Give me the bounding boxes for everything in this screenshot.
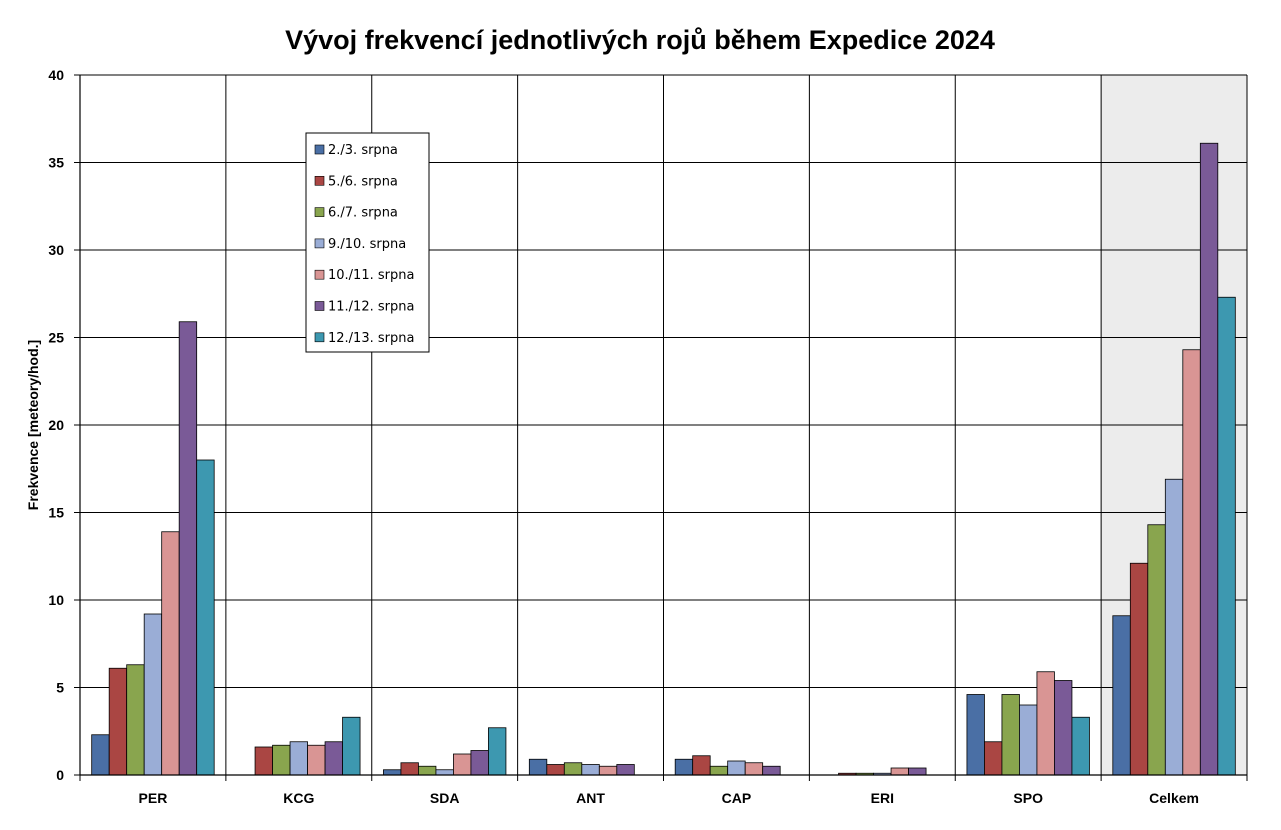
bar-spo-series-4 <box>1019 704 1038 776</box>
gridlines <box>80 74 1248 775</box>
y-axis-label: Frekvence [meteory/hod.] <box>25 340 41 510</box>
legend-swatch <box>314 238 325 249</box>
legend-label: 9./10. srpna <box>328 237 406 252</box>
x-tick-labels: PER KCG SDA ANT CAP ERI SPO Celkem <box>139 790 1199 806</box>
bar-kcg-series-5 <box>307 744 326 776</box>
bar-cap-series-2 <box>692 755 711 776</box>
bar-cap-series-4 <box>727 760 746 776</box>
legend-swatch <box>314 332 325 343</box>
y-tick-label: 15 <box>48 505 64 521</box>
bar-celkem-series-7 <box>1217 296 1236 776</box>
legend-label: 6./7. srpna <box>328 206 398 221</box>
bar-celkem-series-3 <box>1147 524 1166 776</box>
bar-per-series-3 <box>126 664 145 776</box>
chart-title: Vývoj frekvencí jednotlivých rojů během … <box>285 25 995 55</box>
bar-celkem-series-5 <box>1182 349 1201 776</box>
bar-kcg-series-4 <box>289 741 308 776</box>
legend-swatch <box>314 301 325 311</box>
bar-cap-series-5 <box>744 762 764 776</box>
y-tick-label: 40 <box>48 67 64 83</box>
bar-kcg-series-6 <box>324 741 343 776</box>
bar-spo-series-2 <box>984 741 1003 776</box>
bar-cap-series-3 <box>709 765 729 776</box>
bar-eri-series-5 <box>890 767 909 776</box>
bar-ant-series-4 <box>581 764 600 776</box>
bar-kcg-series-2 <box>254 746 273 776</box>
y-tick-label: 35 <box>48 155 64 171</box>
bar-spo-series-3 <box>1001 694 1020 776</box>
bar-sda-series-7 <box>488 727 507 776</box>
bar-spo-series-7 <box>1071 716 1090 776</box>
bar-cap-series-6 <box>762 765 781 776</box>
bar-sda-series-1 <box>383 769 402 776</box>
y-tick-label: 0 <box>56 767 64 783</box>
bar-sda-series-2 <box>400 762 419 776</box>
x-tick-label: ANT <box>576 790 605 806</box>
bar-ant-series-6 <box>616 764 635 776</box>
legend-swatch <box>314 176 325 186</box>
x-tick-label: SDA <box>430 790 460 806</box>
bar-sda-series-3 <box>418 765 437 776</box>
legend-label: 10./11. srpna <box>328 268 414 283</box>
x-tick-label: PER <box>139 790 168 806</box>
bar-celkem-series-6 <box>1199 142 1219 776</box>
bar-celkem-series-2 <box>1129 562 1149 776</box>
bar-per-series-5 <box>161 531 180 776</box>
bar-ant-series-3 <box>563 762 583 776</box>
bar-sda-series-5 <box>453 753 472 776</box>
y-tick-label: 10 <box>48 592 64 608</box>
x-tick-label: ERI <box>871 790 894 806</box>
bar-celkem-series-1 <box>1112 615 1131 776</box>
legend-box <box>305 132 430 353</box>
legend-label: 5./6. srpna <box>328 174 398 189</box>
axes <box>74 74 1248 781</box>
bar-cap-series-1 <box>674 758 694 776</box>
bar-spo-series-1 <box>966 694 985 776</box>
y-tick-labels: 0 5 10 15 20 25 30 35 40 <box>48 67 64 783</box>
legend-swatch <box>314 144 325 155</box>
bar-eri-series-6 <box>908 767 927 776</box>
y-tick-label: 25 <box>48 330 64 346</box>
y-tick-label: 20 <box>48 417 64 433</box>
legend-swatch <box>314 269 325 280</box>
bar-kcg-series-3 <box>272 744 291 776</box>
bars <box>91 142 1236 776</box>
bar-per-series-1 <box>91 734 110 776</box>
bar-spo-series-6 <box>1054 680 1073 776</box>
bar-per-series-2 <box>108 667 128 776</box>
legend-swatch <box>314 207 325 217</box>
bar-per-series-6 <box>178 321 198 776</box>
legend-label: 2./3. srpna <box>328 143 398 158</box>
bar-sda-series-6 <box>470 750 489 776</box>
bar-per-series-7 <box>196 459 215 776</box>
bar-celkem-series-4 <box>1164 478 1184 776</box>
x-tick-label: KCG <box>283 790 314 806</box>
legend-label: 11./12. srpna <box>328 300 414 315</box>
y-tick-label: 30 <box>48 242 64 258</box>
x-tick-label: CAP <box>722 790 752 806</box>
x-tick-label: Celkem <box>1149 790 1199 806</box>
bar-spo-series-5 <box>1036 671 1055 776</box>
x-tick-label: SPO <box>1013 790 1043 806</box>
bar-ant-series-1 <box>528 758 548 776</box>
bar-sda-series-4 <box>435 769 454 776</box>
bar-per-series-4 <box>143 613 163 776</box>
y-tick-label: 5 <box>56 680 64 696</box>
bar-ant-series-2 <box>546 764 565 776</box>
legend-label: 12./13. srpna <box>328 331 414 346</box>
legend: 2./3. srpna 5./6. srpna 6./7. srpna 9./10. … <box>305 132 430 353</box>
bar-ant-series-5 <box>598 765 618 776</box>
bar-kcg-series-7 <box>342 716 361 776</box>
